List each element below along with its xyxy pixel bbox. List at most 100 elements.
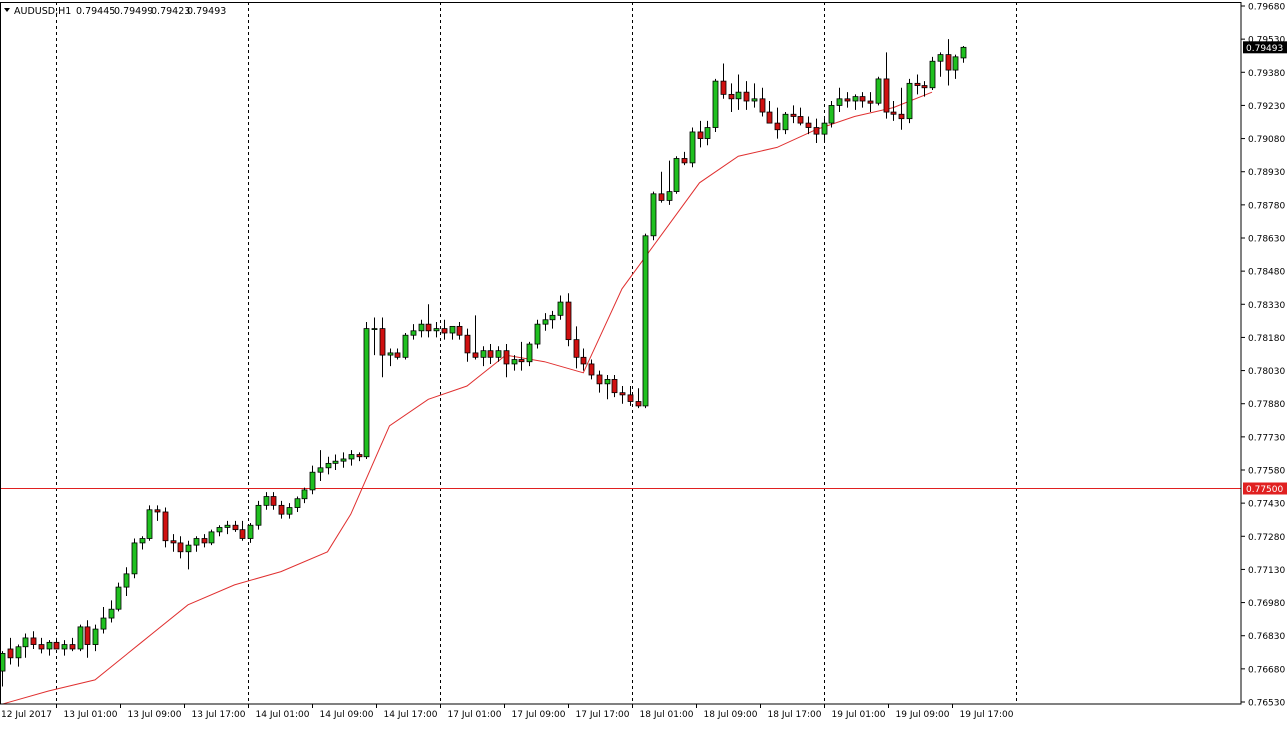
candle [77, 624, 84, 652]
x-tick-label: 18 Jul 17:00 [768, 710, 822, 720]
candle-body-bull [604, 379, 611, 385]
level-price-tag[interactable] [1243, 482, 1287, 495]
candle-body-bull [139, 538, 146, 544]
candle-body-bear [790, 113, 797, 117]
candle [580, 348, 587, 371]
candle [906, 78, 913, 124]
candle-body-bear [728, 93, 735, 100]
candle-body-bull [410, 330, 417, 336]
candle [208, 529, 215, 546]
candle-body-bull [294, 498, 301, 508]
candle [278, 500, 285, 519]
candle-body-bear [278, 504, 285, 515]
y-tick-label: 0.78780 [1248, 201, 1285, 211]
candle [92, 624, 99, 652]
candle [139, 536, 146, 550]
candle [883, 52, 890, 119]
candle-body-bull [317, 467, 324, 473]
candle-body-bull [332, 460, 339, 464]
candle-body-bull [263, 496, 270, 506]
candle [53, 637, 60, 650]
candle-body-bull [937, 54, 944, 62]
y-tick-label: 0.79380 [1248, 69, 1285, 79]
candle-body-bull [247, 524, 254, 539]
candle [666, 160, 673, 205]
candle [332, 454, 339, 470]
candle [449, 325, 456, 340]
candle-body-bull [325, 462, 332, 469]
x-tick-label: 17 Jul 01:00 [448, 710, 502, 720]
candle [131, 538, 138, 579]
candle [774, 107, 781, 139]
candle-body-bear [658, 193, 665, 201]
candle [162, 507, 169, 548]
x-tick-label: 17 Jul 17:00 [576, 710, 630, 720]
candle [348, 450, 355, 466]
y-tick-label: 0.79080 [1248, 135, 1285, 145]
candle [797, 107, 804, 126]
chart-menu-triangle-icon[interactable] [4, 8, 10, 12]
y-tick-label: 0.77880 [1248, 400, 1285, 410]
candle-body-bear [774, 122, 781, 131]
x-tick-label: 13 Jul 09:00 [128, 710, 182, 720]
candle-body-bear [627, 394, 634, 402]
candle [379, 317, 386, 378]
candle-body-bull [185, 544, 192, 553]
candle [301, 487, 308, 504]
candle [588, 359, 595, 380]
candle-body-bull [960, 46, 967, 59]
candle [356, 452, 363, 462]
current-price-tag [1243, 41, 1287, 54]
candle [945, 39, 952, 86]
candle [84, 620, 91, 658]
candle-body-bull [875, 78, 882, 104]
candle-body-bull [666, 191, 673, 201]
candle [828, 101, 835, 128]
candle [720, 63, 727, 99]
level-price-label: 0.77500 [1246, 485, 1283, 495]
candle [921, 81, 928, 97]
candle-body-bull [929, 60, 936, 89]
candle-body-bear [503, 350, 510, 365]
candle-body-bull [100, 617, 107, 630]
candle-body-bear [394, 352, 401, 358]
candle-body-bear [425, 323, 432, 332]
candle-body-bull [131, 542, 138, 575]
y-tick-label: 0.77280 [1248, 533, 1285, 543]
candle [387, 348, 394, 367]
candle-body-bear [921, 85, 928, 89]
candle-body-bull [193, 538, 200, 546]
y-tick-label: 0.77130 [1248, 566, 1285, 576]
candle-body-bear [805, 122, 812, 128]
candle-body-bear [883, 78, 890, 113]
candle-body-bear [743, 91, 750, 102]
candle [836, 87, 843, 113]
candle [890, 101, 897, 121]
price-axis: 0.79680 0.79530 0.79380 0.79230 0.79080 0.789… [1241, 3, 1287, 709]
candle [518, 341, 525, 371]
candle-body-bull [123, 573, 130, 588]
y-tick-label: 0.78630 [1248, 235, 1285, 245]
candle-body-bull [642, 235, 649, 407]
candle-body-bull [782, 113, 789, 131]
x-tick-label: 17 Jul 09:00 [512, 710, 566, 720]
candle-body-bull [650, 193, 657, 237]
candle [286, 503, 293, 519]
candle [263, 492, 270, 510]
candle [735, 74, 742, 110]
candle-body-bull [852, 96, 859, 102]
candle-body-bull [542, 319, 549, 325]
y-tick-label: 0.78930 [1248, 168, 1285, 178]
candle-body-bear [720, 80, 727, 95]
candle [46, 640, 53, 656]
candle-body-bull [108, 608, 115, 619]
candle-body-bull [821, 122, 828, 135]
candle-body-bull [751, 98, 758, 102]
candle [340, 452, 347, 468]
candle [759, 87, 766, 117]
x-tick-label: 14 Jul 01:00 [256, 710, 310, 720]
candle [611, 374, 618, 398]
candle [596, 370, 603, 393]
